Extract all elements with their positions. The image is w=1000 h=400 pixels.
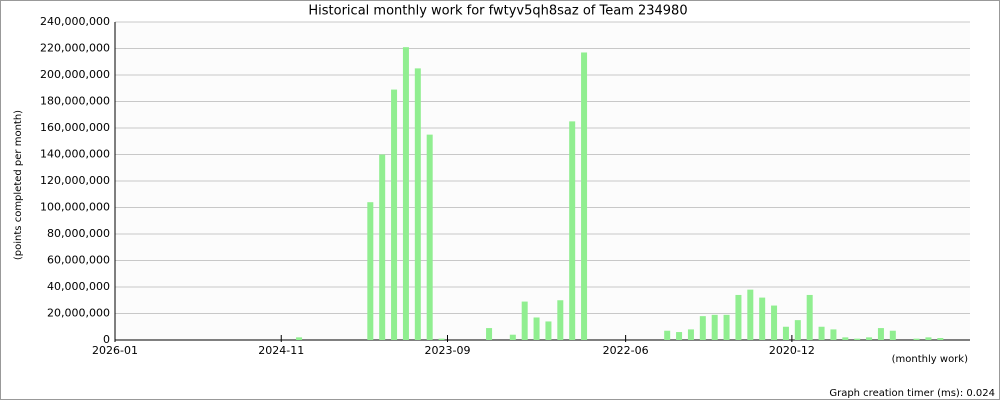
y-tick-label: 20,000,000 bbox=[47, 307, 110, 320]
y-tick-label: 40,000,000 bbox=[47, 280, 110, 293]
bar bbox=[747, 289, 754, 340]
bar bbox=[414, 68, 421, 340]
bar bbox=[866, 337, 873, 340]
bar bbox=[521, 301, 528, 340]
bar bbox=[533, 317, 540, 340]
bar bbox=[806, 294, 813, 340]
bar bbox=[402, 47, 409, 341]
y-tick-label: 120,000,000 bbox=[40, 174, 110, 187]
bar bbox=[581, 52, 588, 340]
bar bbox=[818, 326, 825, 340]
bar bbox=[889, 330, 896, 340]
y-tick-label: 100,000,000 bbox=[40, 201, 110, 214]
bar bbox=[391, 89, 398, 340]
bar bbox=[699, 316, 706, 340]
y-tick-label: 60,000,000 bbox=[47, 254, 110, 267]
bar bbox=[782, 326, 789, 340]
bar bbox=[379, 154, 386, 340]
bar bbox=[925, 337, 932, 340]
bar bbox=[913, 338, 920, 340]
bar bbox=[830, 329, 837, 340]
y-tick-label: 80,000,000 bbox=[47, 227, 110, 240]
bar bbox=[367, 202, 374, 340]
bar bbox=[426, 134, 433, 340]
y-tick-label: 0 bbox=[103, 333, 110, 346]
bar bbox=[664, 330, 671, 340]
y-axis-label: (points completed per month) bbox=[13, 110, 24, 260]
bar bbox=[771, 305, 778, 340]
bar bbox=[842, 337, 849, 340]
chart-title: Historical monthly work for fwtyv5qh8saz… bbox=[308, 4, 687, 19]
bar bbox=[569, 121, 576, 340]
x-tick-label: 2026-01 bbox=[92, 344, 138, 357]
x-tick-label: 2022-06 bbox=[603, 344, 649, 357]
y-tick-label: 180,000,000 bbox=[40, 95, 110, 108]
bar bbox=[854, 338, 861, 340]
bar bbox=[794, 320, 801, 340]
x-axis-label: (monthly work) bbox=[892, 354, 968, 365]
bar bbox=[735, 294, 742, 340]
bar bbox=[438, 338, 445, 340]
bar bbox=[711, 314, 718, 340]
x-tick-label: 2024-11 bbox=[258, 344, 304, 357]
y-tick-label: 160,000,000 bbox=[40, 121, 110, 134]
x-tick-label: 2023-09 bbox=[425, 344, 471, 357]
bar bbox=[877, 328, 884, 340]
bar bbox=[676, 332, 683, 340]
bar bbox=[723, 314, 730, 340]
bar bbox=[509, 334, 516, 340]
bar bbox=[545, 321, 552, 340]
y-tick-label: 140,000,000 bbox=[40, 148, 110, 161]
y-tick-label: 200,000,000 bbox=[40, 68, 110, 81]
bar bbox=[557, 300, 564, 340]
footer: Graph creation timer (ms): 0.024 bbox=[829, 388, 995, 399]
bar bbox=[759, 297, 766, 340]
y-tick-label: 240,000,000 bbox=[40, 15, 110, 28]
y-tick-label: 220,000,000 bbox=[40, 42, 110, 55]
bar bbox=[687, 329, 694, 340]
bar bbox=[937, 338, 944, 340]
bar bbox=[486, 328, 493, 340]
x-tick-label: 2020-12 bbox=[769, 344, 815, 357]
bar bbox=[296, 337, 303, 340]
